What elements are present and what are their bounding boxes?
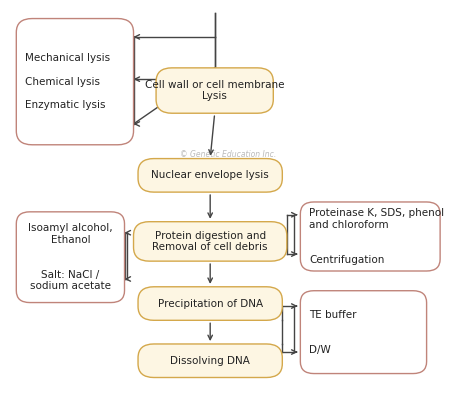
Text: Dissolving DNA: Dissolving DNA: [170, 356, 250, 366]
Text: Cell wall or cell membrane
Lysis: Cell wall or cell membrane Lysis: [145, 80, 284, 101]
Text: Protein digestion and
Removal of cell debris: Protein digestion and Removal of cell de…: [153, 231, 268, 252]
FancyBboxPatch shape: [16, 212, 125, 302]
Text: Proteinase K, SDS, phenol
and chloroform


Centrifugation: Proteinase K, SDS, phenol and chloroform…: [310, 208, 445, 265]
FancyBboxPatch shape: [301, 202, 440, 271]
FancyBboxPatch shape: [301, 291, 427, 374]
Text: Isoamyl alcohol,
Ethanol


Salt: NaCl /
sodium acetate: Isoamyl alcohol, Ethanol Salt: NaCl / so…: [28, 223, 113, 291]
Text: © Genetic Education Inc.: © Genetic Education Inc.: [180, 150, 276, 159]
Text: Mechanical lysis

Chemical lysis

Enzymatic lysis: Mechanical lysis Chemical lysis Enzymati…: [25, 54, 110, 110]
FancyBboxPatch shape: [134, 222, 287, 261]
Text: TE buffer


D/W: TE buffer D/W: [310, 310, 357, 354]
FancyBboxPatch shape: [16, 18, 134, 145]
FancyBboxPatch shape: [138, 344, 283, 378]
Text: Precipitation of DNA: Precipitation of DNA: [158, 298, 263, 308]
FancyBboxPatch shape: [138, 287, 283, 320]
FancyBboxPatch shape: [156, 68, 273, 113]
Text: Nuclear envelope lysis: Nuclear envelope lysis: [151, 170, 269, 180]
FancyBboxPatch shape: [138, 158, 283, 192]
